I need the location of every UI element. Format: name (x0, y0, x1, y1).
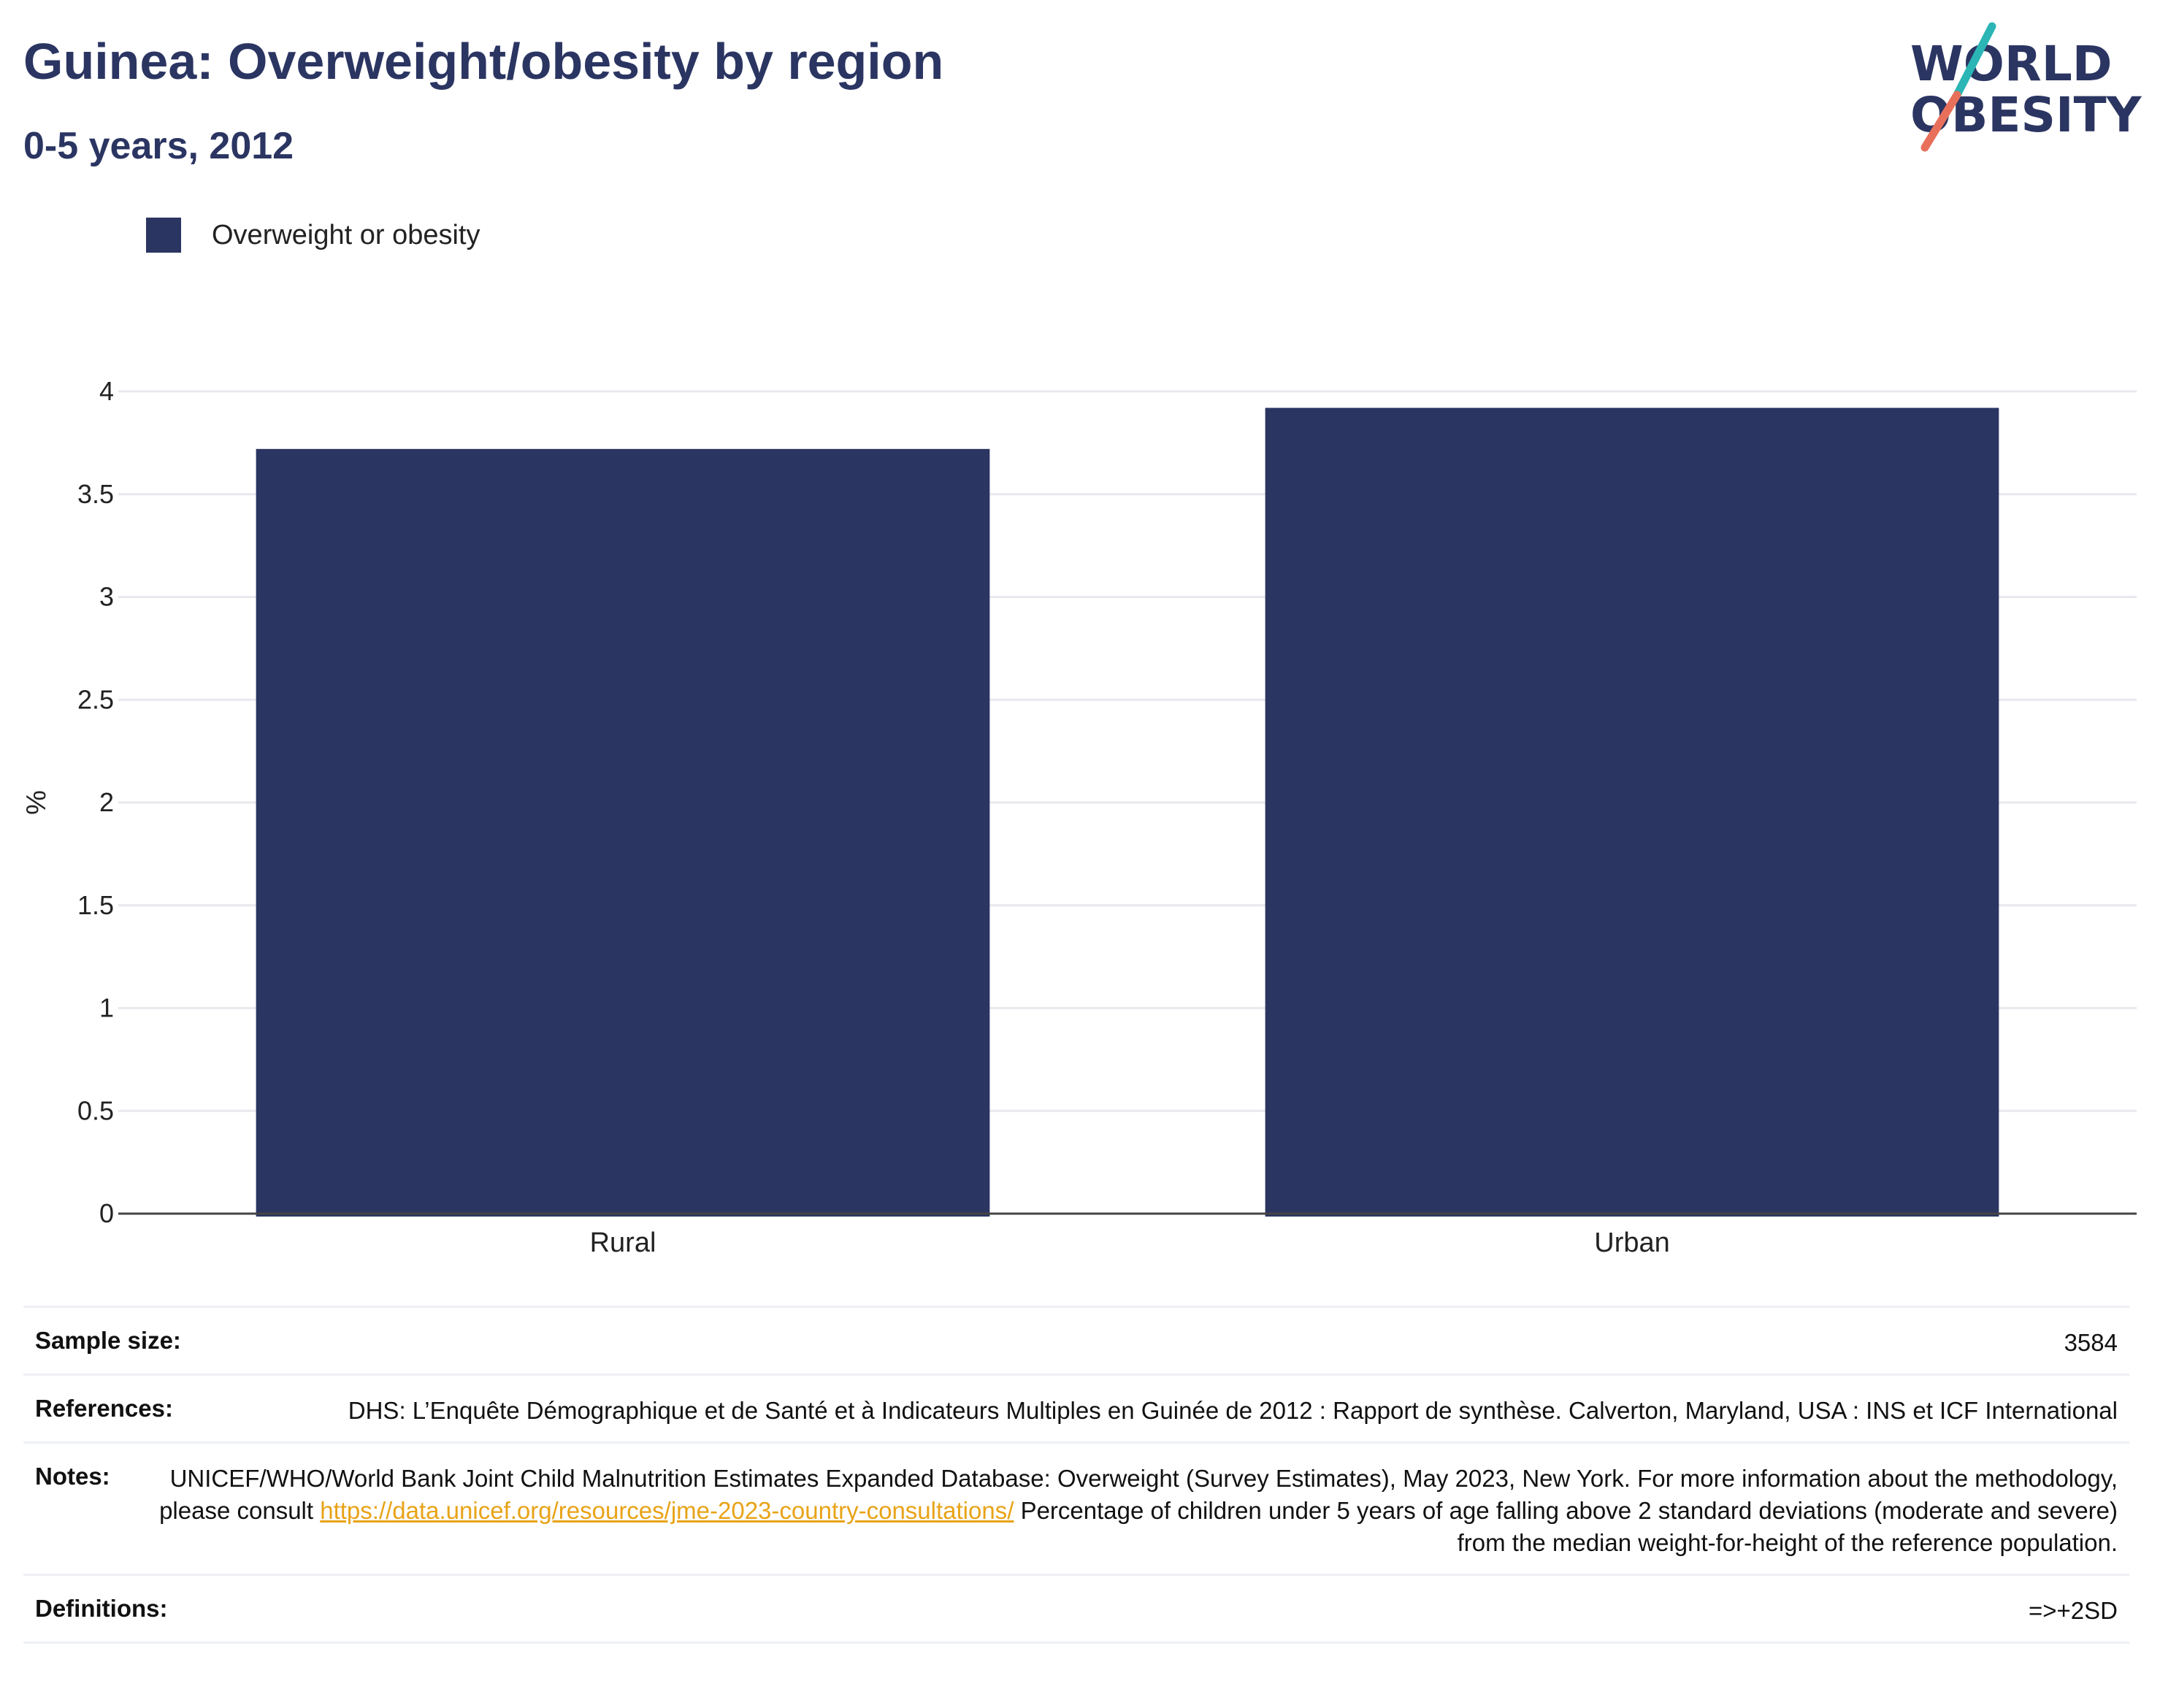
definitions-row: Definitions: =>+2SD (23, 1574, 2129, 1644)
page-subtitle: 0-5 years, 2012 (23, 125, 294, 167)
y-axis-title: % (21, 790, 52, 815)
logo-slash-bottom (1920, 91, 1961, 152)
y-tick-label: 0 (99, 1198, 114, 1228)
notes-value: UNICEF/WHO/World Bank Joint Child Malnut… (154, 1463, 2118, 1559)
y-tick-label: 0.5 (77, 1095, 114, 1125)
y-tick-label: 4 (99, 376, 114, 406)
y-tick-label: 3 (99, 582, 114, 612)
metadata-table: Sample size: 3584 References: DHS: L’Enq… (23, 1306, 2129, 1644)
y-tick-label: 1.5 (77, 890, 114, 920)
logo-slash-top (1953, 22, 1996, 99)
bar-rural (256, 448, 990, 1217)
legend-swatch (146, 218, 181, 253)
notes-label: Notes: (35, 1463, 110, 1490)
chart-legend: Overweight or obesity (146, 218, 480, 253)
y-tick-label: 1 (99, 993, 114, 1023)
notes-row: Notes: UNICEF/WHO/World Bank Joint Child… (23, 1441, 2129, 1574)
notes-link[interactable]: https://data.unicef.org/resources/jme-20… (320, 1497, 1014, 1524)
references-value: DHS: L’Enquête Démographique et de Santé… (348, 1397, 2118, 1424)
x-tick-label: Rural (590, 1228, 656, 1258)
bar-chart: 0 0.5 1 1.5 2 2.5 3 3.5 4 Rural Urban% (21, 376, 2137, 1258)
definitions-label: Definitions: (35, 1595, 168, 1622)
references-label: References: (35, 1395, 173, 1422)
bar-urban (1265, 407, 1999, 1217)
sample-size-value: 3584 (2064, 1329, 2118, 1356)
world-obesity-logo: WORLD OBESITY (1910, 22, 2142, 152)
legend-label: Overweight or obesity (212, 219, 480, 250)
references-row: References: DHS: L’Enquête Démographique… (23, 1374, 2129, 1441)
definitions-value: =>+2SD (2028, 1597, 2118, 1624)
sample-size-row: Sample size: 3584 (23, 1306, 2129, 1374)
logo-text-world: WORLD (1910, 36, 2113, 92)
notes-text-before: UNICEF/WHO/World Bank Joint Child Malnut… (159, 1465, 2118, 1524)
x-tick-label: Urban (1594, 1228, 1670, 1258)
y-tick-label: 2.5 (77, 684, 114, 714)
y-tick-label: 2 (99, 787, 114, 817)
notes-text-after: Percentage of children under 5 years of … (1020, 1497, 2118, 1556)
y-tick-label: 3.5 (77, 479, 114, 509)
sample-size-label: Sample size: (35, 1327, 181, 1354)
page-title: Guinea: Overweight/obesity by region (23, 33, 944, 90)
